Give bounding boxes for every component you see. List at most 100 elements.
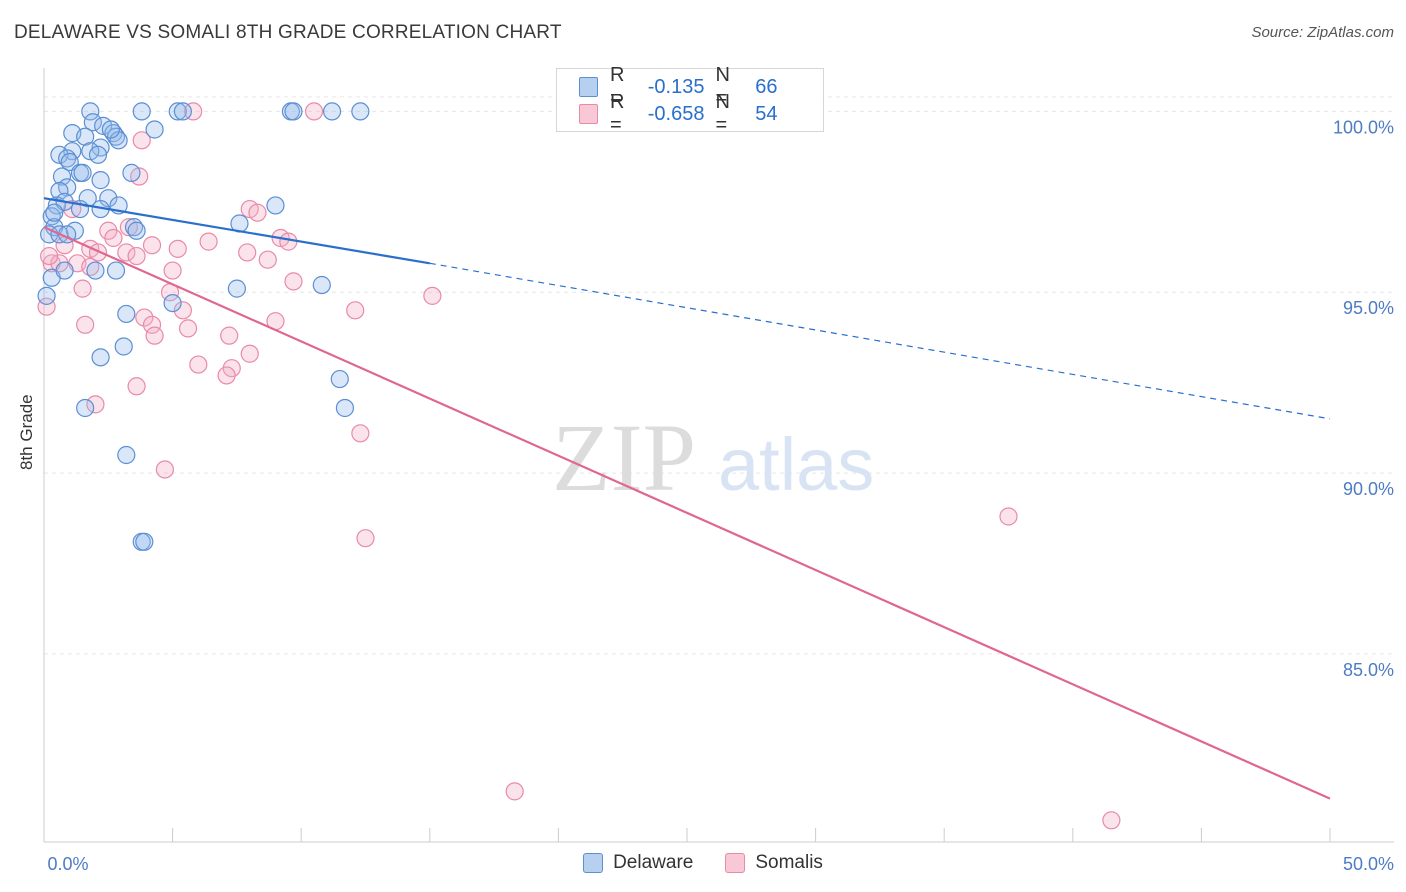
somalis-point-50	[505, 782, 524, 801]
somalis-point-26	[284, 272, 303, 291]
somalis-point-13	[142, 236, 162, 255]
somalis-point-52	[279, 232, 298, 251]
legend-row-delaware: R = -0.135 N = 66	[579, 64, 823, 109]
gridlines	[44, 96, 1394, 655]
delaware-point-62	[101, 120, 120, 139]
somalis-point-36	[178, 319, 198, 338]
axes	[43, 68, 1394, 843]
somalis-point-16	[168, 239, 187, 258]
somalis-point-32	[346, 301, 365, 320]
y-tick-label-2: 95.0%	[1343, 298, 1394, 318]
y-axis-label: 8th Grade	[17, 394, 36, 470]
somalis-point-25	[163, 261, 182, 280]
somalis-point-51	[1102, 811, 1121, 830]
delaware-point-4	[322, 102, 342, 121]
legend-label-delaware: Delaware	[613, 852, 694, 873]
delaware-point-7	[145, 120, 164, 139]
trend-lines	[43, 197, 1331, 800]
somalis-point-45	[86, 395, 105, 414]
delaware-point-38	[127, 221, 146, 240]
somalis-point-35	[142, 315, 162, 334]
delaware-point-31	[266, 196, 285, 215]
delaware-point-0	[81, 102, 100, 121]
delaware-point-13	[91, 138, 110, 157]
y-tick-label-3: 100.0%	[1333, 117, 1394, 137]
legend-label-somalis: Somalis	[755, 852, 823, 873]
watermark-atlas: atlas	[718, 423, 874, 506]
somalis-point-6	[248, 203, 267, 222]
delaware-point-5	[83, 113, 102, 132]
n-label: N =	[715, 91, 730, 136]
delaware-legend-swatch	[583, 853, 604, 873]
somalis-point-48	[999, 507, 1018, 526]
somalis-point-47	[155, 460, 174, 479]
delaware-point-45	[227, 279, 246, 298]
somalis-point-46	[351, 424, 370, 443]
delaware-point-52	[76, 398, 95, 418]
r-value: -0.135	[647, 75, 705, 98]
delaware-point-50	[91, 348, 110, 367]
legend-row-somalis: R = -0.658 N = 54	[579, 91, 823, 136]
somalis-swatch	[579, 104, 598, 124]
series-legend: Delaware Somalis	[0, 852, 1406, 874]
somalis-point-17	[117, 243, 136, 262]
x-tick-label-0: 0.0%	[47, 854, 88, 874]
somalis-point-1	[304, 102, 324, 121]
delaware-point-54	[117, 445, 136, 465]
somalis-point-2	[132, 131, 151, 150]
source-label: Source: ZipAtlas.com	[1251, 24, 1394, 41]
somalis-point-53	[40, 246, 59, 266]
delaware-point-18	[88, 145, 108, 164]
delaware-point-21	[52, 167, 72, 186]
chart-title: DELAWARE VS SOMALI 8TH GRADE CORRELATION…	[14, 22, 562, 43]
somalis-point-27	[73, 279, 92, 298]
delaware-point-58	[284, 102, 303, 121]
delaware-point-25	[50, 181, 69, 201]
delaware-point-23	[91, 171, 110, 190]
somalis-point-0	[184, 102, 203, 121]
watermark-zip: ZIP	[552, 404, 696, 511]
somalis-point-39	[220, 326, 239, 345]
somalis-point-29	[423, 286, 442, 305]
legend-item-somalis[interactable]: Somalis	[725, 852, 823, 874]
y-tick-label-1: 90.0%	[1343, 479, 1394, 499]
delaware-point-41	[86, 261, 105, 280]
delaware-point-49	[114, 337, 133, 356]
somalis-point-33	[135, 308, 154, 327]
somalis-legend-swatch	[725, 853, 746, 873]
somalis-point-19	[238, 243, 257, 262]
somalis-point-31	[173, 301, 192, 320]
somalis-point-9	[104, 228, 123, 248]
delaware-point-51	[330, 369, 349, 389]
somalis-point-18	[127, 246, 146, 266]
somalis-point-20	[258, 250, 277, 269]
somalis-point-41	[189, 355, 208, 374]
somalis-point-40	[240, 344, 259, 363]
delaware-point-20	[122, 163, 141, 182]
somalis-point-37	[76, 315, 95, 334]
delaware-point-2	[168, 102, 187, 121]
n-label: N =	[715, 64, 730, 109]
delaware-point-59	[351, 102, 370, 121]
delaware-point-63	[73, 163, 92, 182]
delaware-point-65	[45, 203, 64, 222]
watermark: ZIP atlas	[552, 404, 874, 511]
delaware-point-44	[312, 275, 331, 295]
r-label: R =	[609, 64, 625, 109]
legend-item-delaware[interactable]: Delaware	[583, 852, 693, 874]
delaware-trend-extension	[429, 262, 1331, 420]
delaware-point-9	[76, 127, 95, 146]
delaware-point-47	[163, 293, 182, 313]
n-value: 54	[755, 102, 778, 125]
y-tick-label-0: 85.0%	[1343, 660, 1394, 680]
somalis-point-30	[37, 297, 56, 316]
delaware-point-1	[132, 102, 151, 121]
delaware-point-42	[106, 261, 126, 280]
somalis-point-49	[356, 529, 375, 548]
r-label: R =	[609, 91, 625, 136]
tick-labels: 85.0% 90.0% 95.0% 100.0% 0.0% 50.0%	[47, 117, 1394, 874]
delaware-trend-line	[43, 197, 430, 265]
somalis-point-11	[199, 232, 218, 251]
delaware-point-46	[37, 286, 56, 305]
